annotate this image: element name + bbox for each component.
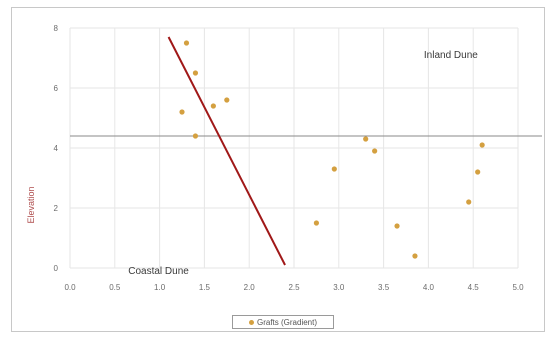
data-point — [394, 223, 400, 229]
x-tick-label: 1.5 — [199, 283, 211, 292]
x-tick-label: 2.5 — [288, 283, 300, 292]
y-tick-label: 0 — [54, 264, 59, 273]
data-point — [183, 40, 190, 46]
x-tick-label: 2.0 — [244, 283, 256, 292]
data-point — [192, 133, 199, 139]
data-point — [363, 136, 369, 142]
data-point — [372, 148, 378, 154]
grid-lines — [69, 27, 519, 269]
y-tick-label: 8 — [54, 24, 59, 33]
data-point — [466, 199, 472, 205]
x-tick-label: 0.5 — [109, 283, 121, 292]
annotation-label: Inland Dune — [424, 50, 478, 61]
x-tick-label: 3.5 — [378, 283, 390, 292]
legend: Grafts (Gradient) — [232, 315, 334, 329]
x-tick-label: 1.0 — [154, 283, 166, 292]
x-tick-label: 5.0 — [512, 283, 524, 292]
y-tick-label: 2 — [54, 204, 59, 213]
data-point — [179, 109, 185, 115]
x-tick-label: 4.5 — [468, 283, 480, 292]
data-point — [192, 70, 199, 76]
annotations: Inland Dune Coastal Dune — [128, 50, 478, 277]
y-axis-label: Elevation — [26, 186, 36, 223]
y-tick-labels: 0 2 4 6 8 — [54, 24, 59, 273]
y-tick-label: 4 — [54, 144, 59, 153]
data-point — [475, 169, 481, 175]
data-point — [224, 97, 230, 103]
legend-label: Grafts (Gradient) — [256, 317, 317, 327]
trend-line — [167, 36, 286, 266]
trend-line-group — [167, 36, 286, 266]
data-point — [210, 103, 216, 109]
data-point — [313, 220, 319, 226]
annotation-label: Coastal Dune — [128, 266, 189, 277]
chart-frame — [11, 7, 545, 332]
data-point — [479, 142, 485, 148]
legend-marker-icon — [248, 319, 254, 325]
x-tick-labels: 0.0 0.5 1.0 1.5 2.0 2.5 3.0 3.5 4.0 4.5 5.0 — [64, 283, 524, 292]
data-point — [331, 166, 337, 172]
x-tick-label: 0.0 — [64, 283, 76, 292]
y-tick-label: 6 — [54, 84, 59, 93]
x-tick-label: 3.0 — [333, 283, 345, 292]
data-points — [179, 40, 485, 259]
x-tick-label: 4.0 — [423, 283, 435, 292]
data-point — [412, 253, 418, 259]
